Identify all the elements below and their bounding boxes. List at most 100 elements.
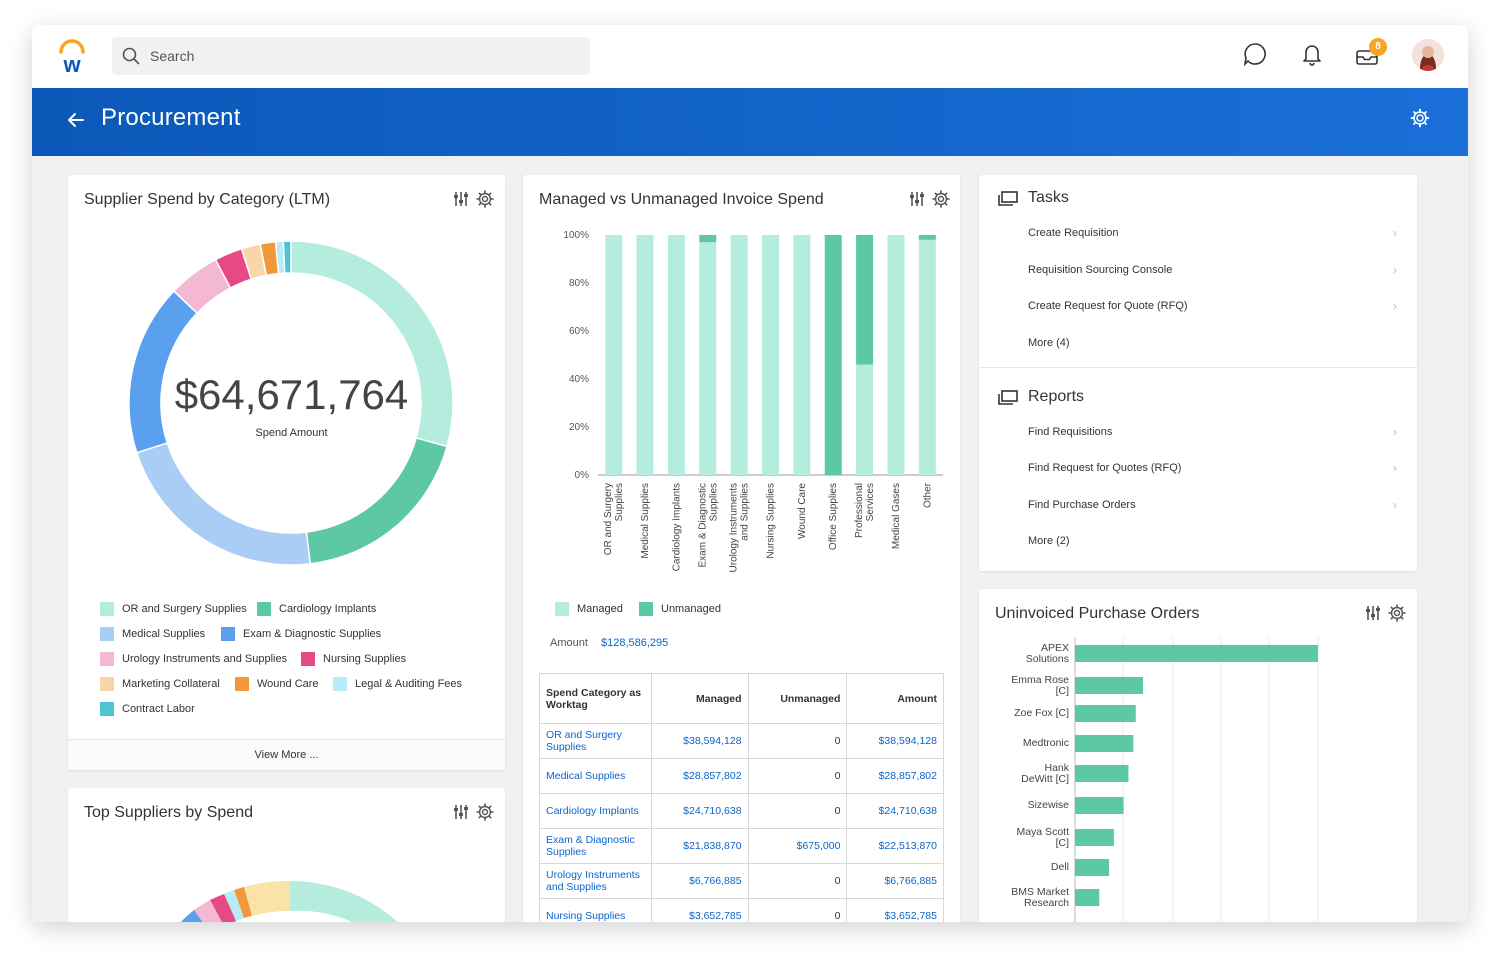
bar-segment-managed[interactable] bbox=[636, 235, 654, 475]
chevron-right-icon[interactable]: › bbox=[1393, 498, 1397, 512]
reports-item[interactable]: Find Requisitions bbox=[1028, 426, 1113, 438]
tasks-item[interactable]: Create Request for Quote (RFQ) bbox=[1028, 300, 1188, 312]
tasks-item[interactable]: Create Requisition bbox=[1028, 227, 1119, 239]
table-row: OR and Surgery Supplies $38,594,128 0 $38,5… bbox=[539, 723, 944, 759]
donut-segment[interactable] bbox=[135, 441, 312, 566]
legend-swatch bbox=[100, 702, 114, 716]
card-title: Managed vs Unmanaged Invoice Spend bbox=[539, 191, 824, 208]
chevron-right-icon[interactable]: › bbox=[1393, 226, 1397, 240]
table-cell[interactable]: $22,513,870 bbox=[846, 828, 944, 864]
donut-segment[interactable] bbox=[282, 240, 292, 274]
avatar[interactable] bbox=[1412, 39, 1444, 71]
reports-item[interactable]: Find Purchase Orders bbox=[1028, 499, 1136, 511]
bar[interactable] bbox=[1075, 735, 1134, 752]
bar[interactable] bbox=[1075, 829, 1114, 846]
table-cell[interactable]: $38,594,128 bbox=[846, 723, 944, 759]
bar-segment-managed[interactable] bbox=[918, 239, 936, 475]
chevron-right-icon[interactable]: › bbox=[1393, 299, 1397, 313]
bar-segment-managed[interactable] bbox=[762, 235, 779, 475]
legend-item[interactable]: Urology Instruments and Supplies bbox=[100, 652, 287, 666]
filter-sliders-icon[interactable] bbox=[452, 190, 470, 208]
bar[interactable] bbox=[1075, 859, 1110, 876]
bar[interactable] bbox=[1075, 889, 1100, 906]
table-cell[interactable]: $3,652,785 bbox=[846, 898, 944, 922]
table-cell[interactable]: $3,652,785 bbox=[651, 898, 749, 922]
bar-segment-unmanaged[interactable] bbox=[918, 235, 936, 240]
chevron-right-icon[interactable]: › bbox=[1393, 263, 1397, 277]
table-cell[interactable]: $675,000 bbox=[747, 828, 848, 864]
chevron-right-icon[interactable]: › bbox=[1393, 461, 1397, 475]
table-cell[interactable]: Urology Instruments and Supplies bbox=[539, 863, 652, 899]
bar-segment-unmanaged[interactable] bbox=[699, 235, 717, 243]
card-settings-icon[interactable] bbox=[476, 803, 494, 821]
bar-segment-managed[interactable] bbox=[887, 235, 905, 475]
column-header[interactable]: Unmanaged bbox=[747, 673, 848, 724]
bar-segment-managed[interactable] bbox=[699, 242, 717, 475]
column-header[interactable]: Spend Category as Worktag bbox=[539, 673, 652, 724]
bar-segment-managed[interactable] bbox=[605, 235, 623, 475]
filter-sliders-icon[interactable] bbox=[452, 803, 470, 821]
x-tick-label: Professional bbox=[854, 483, 865, 538]
table-cell[interactable]: $21,838,870 bbox=[651, 828, 749, 864]
table-cell[interactable]: $24,710,638 bbox=[846, 793, 944, 829]
chat-icon[interactable] bbox=[1242, 41, 1268, 67]
bar[interactable] bbox=[1075, 645, 1318, 662]
bell-icon[interactable] bbox=[1300, 41, 1324, 67]
legend-item[interactable]: Exam & Diagnostic Supplies bbox=[221, 627, 381, 641]
filter-sliders-icon[interactable] bbox=[1364, 604, 1382, 622]
search-input[interactable] bbox=[150, 37, 570, 75]
reports-item[interactable]: More (2) bbox=[1028, 535, 1070, 547]
table-cell[interactable]: $6,766,885 bbox=[651, 863, 749, 899]
workday-logo[interactable]: w bbox=[56, 38, 88, 74]
legend-item[interactable]: Nursing Supplies bbox=[301, 652, 406, 666]
table-cell[interactable]: Nursing Supplies bbox=[539, 898, 652, 922]
card-settings-icon[interactable] bbox=[932, 190, 950, 208]
table-cell[interactable]: $6,766,885 bbox=[846, 863, 944, 899]
donut-segment[interactable] bbox=[305, 436, 448, 565]
card-settings-icon[interactable] bbox=[1388, 604, 1406, 622]
bar-segment-managed[interactable] bbox=[730, 235, 748, 475]
legend-label: Medical Supplies bbox=[122, 628, 206, 640]
legend-item[interactable]: Legal & Auditing Fees bbox=[333, 677, 462, 691]
table-cell[interactable]: OR and Surgery Supplies bbox=[539, 723, 652, 759]
table-cell[interactable]: Exam & Diagnostic Supplies bbox=[539, 828, 652, 864]
legend-item[interactable]: OR and Surgery Supplies bbox=[100, 602, 247, 616]
chevron-right-icon[interactable]: › bbox=[1393, 425, 1397, 439]
tasks-item[interactable]: More (4) bbox=[1028, 337, 1070, 349]
bar-segment-unmanaged[interactable] bbox=[856, 235, 874, 365]
table-cell[interactable]: $24,710,638 bbox=[651, 793, 749, 829]
bar-segment-managed[interactable] bbox=[793, 235, 811, 475]
bar[interactable] bbox=[1075, 677, 1144, 694]
search-bar[interactable] bbox=[112, 37, 590, 75]
table-cell[interactable]: $28,857,802 bbox=[651, 758, 749, 794]
y-tick-label: 20% bbox=[569, 422, 589, 433]
bar[interactable] bbox=[1075, 765, 1129, 782]
legend-swatch bbox=[100, 677, 114, 691]
bar-segment-managed[interactable] bbox=[856, 364, 874, 475]
legend-item[interactable]: Medical Supplies bbox=[100, 627, 205, 641]
table-cell[interactable]: $28,857,802 bbox=[846, 758, 944, 794]
card-settings-icon[interactable] bbox=[476, 190, 494, 208]
table-cell[interactable]: Cardiology Implants bbox=[539, 793, 652, 829]
settings-gear-icon[interactable] bbox=[1410, 108, 1430, 128]
legend-item[interactable]: Marketing Collateral bbox=[100, 677, 220, 691]
view-more-link[interactable]: View More ... bbox=[68, 739, 505, 770]
legend-item[interactable]: Contract Labor bbox=[100, 702, 195, 716]
reports-item[interactable]: Find Request for Quotes (RFQ) bbox=[1028, 462, 1182, 474]
amount-value[interactable]: $128,586,295 bbox=[601, 637, 669, 649]
inbox-icon[interactable] bbox=[1355, 45, 1381, 67]
legend-item[interactable]: Cardiology Implants bbox=[257, 602, 376, 616]
tasks-item[interactable]: Requisition Sourcing Console bbox=[1028, 264, 1173, 276]
bar[interactable] bbox=[1075, 705, 1136, 722]
search-icon bbox=[122, 47, 140, 65]
table-cell[interactable]: Medical Supplies bbox=[539, 758, 652, 794]
bar-segment-unmanaged[interactable] bbox=[824, 235, 842, 475]
back-arrow-icon[interactable] bbox=[66, 110, 86, 130]
column-header[interactable]: Managed bbox=[651, 673, 749, 724]
table-cell[interactable]: $38,594,128 bbox=[651, 723, 749, 759]
bar[interactable] bbox=[1075, 797, 1124, 814]
legend-item[interactable]: Wound Care bbox=[235, 677, 319, 691]
column-header[interactable]: Amount bbox=[846, 673, 944, 724]
filter-sliders-icon[interactable] bbox=[908, 190, 926, 208]
bar-segment-managed[interactable] bbox=[667, 235, 685, 475]
